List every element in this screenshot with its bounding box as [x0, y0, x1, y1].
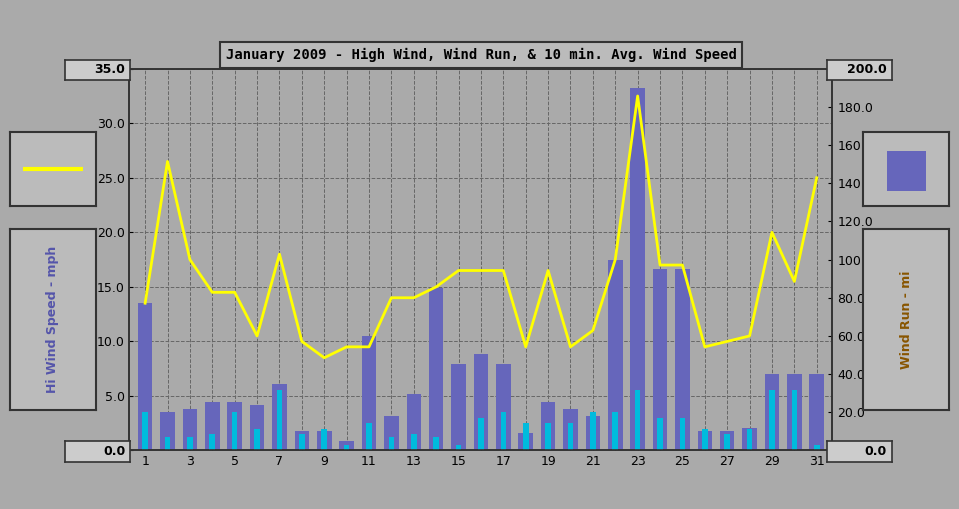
Bar — [657, 418, 663, 450]
Bar — [276, 390, 282, 450]
Bar — [479, 418, 483, 450]
Bar — [138, 303, 152, 450]
Bar — [385, 415, 399, 450]
Bar — [519, 433, 533, 450]
Bar — [429, 288, 443, 450]
Bar — [142, 412, 148, 450]
Bar — [720, 431, 735, 450]
Text: 0.0: 0.0 — [103, 445, 126, 458]
Bar — [675, 269, 690, 450]
Title: January 2009 - High Wind, Wind Run, & 10 min. Avg. Wind Speed: January 2009 - High Wind, Wind Run, & 10… — [225, 48, 737, 62]
Bar — [563, 409, 577, 450]
Bar — [635, 390, 641, 450]
Bar — [232, 412, 238, 450]
Bar — [321, 429, 327, 450]
Bar — [630, 89, 644, 450]
Text: 0.0: 0.0 — [864, 445, 887, 458]
Text: 35.0: 35.0 — [94, 63, 126, 76]
Bar — [680, 418, 686, 450]
Bar — [272, 384, 287, 450]
Bar — [254, 429, 260, 450]
Bar — [165, 437, 171, 450]
Bar — [702, 429, 708, 450]
Bar — [724, 434, 730, 450]
Bar — [299, 434, 305, 450]
Bar — [366, 423, 372, 450]
Bar — [742, 428, 757, 450]
Bar — [809, 374, 824, 450]
Bar — [339, 441, 354, 450]
Bar — [769, 390, 775, 450]
Bar — [407, 394, 421, 450]
Bar — [227, 403, 242, 450]
Bar — [452, 364, 466, 450]
Bar — [433, 437, 439, 450]
Bar — [317, 431, 332, 450]
Bar — [209, 434, 215, 450]
Bar — [249, 405, 265, 450]
Bar — [362, 336, 376, 450]
Bar — [456, 445, 461, 450]
Bar — [344, 445, 349, 450]
Text: Hi Wind Speed - mph: Hi Wind Speed - mph — [46, 246, 59, 393]
Bar — [501, 412, 506, 450]
Bar — [586, 415, 600, 450]
Bar — [764, 374, 780, 450]
Bar — [887, 151, 925, 191]
Bar — [568, 423, 573, 450]
Bar — [523, 423, 528, 450]
Bar — [791, 390, 797, 450]
Bar — [814, 445, 820, 450]
Bar — [653, 269, 667, 450]
Bar — [590, 412, 596, 450]
Bar — [541, 403, 555, 450]
Bar — [546, 423, 550, 450]
Bar — [187, 437, 193, 450]
Bar — [787, 374, 802, 450]
Bar — [388, 437, 394, 450]
Bar — [608, 260, 622, 450]
Bar — [160, 412, 175, 450]
Bar — [496, 364, 510, 450]
Bar — [613, 412, 618, 450]
Bar — [747, 429, 753, 450]
Text: Wind Run - mi: Wind Run - mi — [900, 270, 913, 369]
Text: 200.0: 200.0 — [847, 63, 887, 76]
Bar — [697, 431, 713, 450]
Bar — [411, 434, 416, 450]
Bar — [294, 431, 309, 450]
Bar — [205, 403, 220, 450]
Bar — [474, 354, 488, 450]
Bar — [182, 409, 198, 450]
